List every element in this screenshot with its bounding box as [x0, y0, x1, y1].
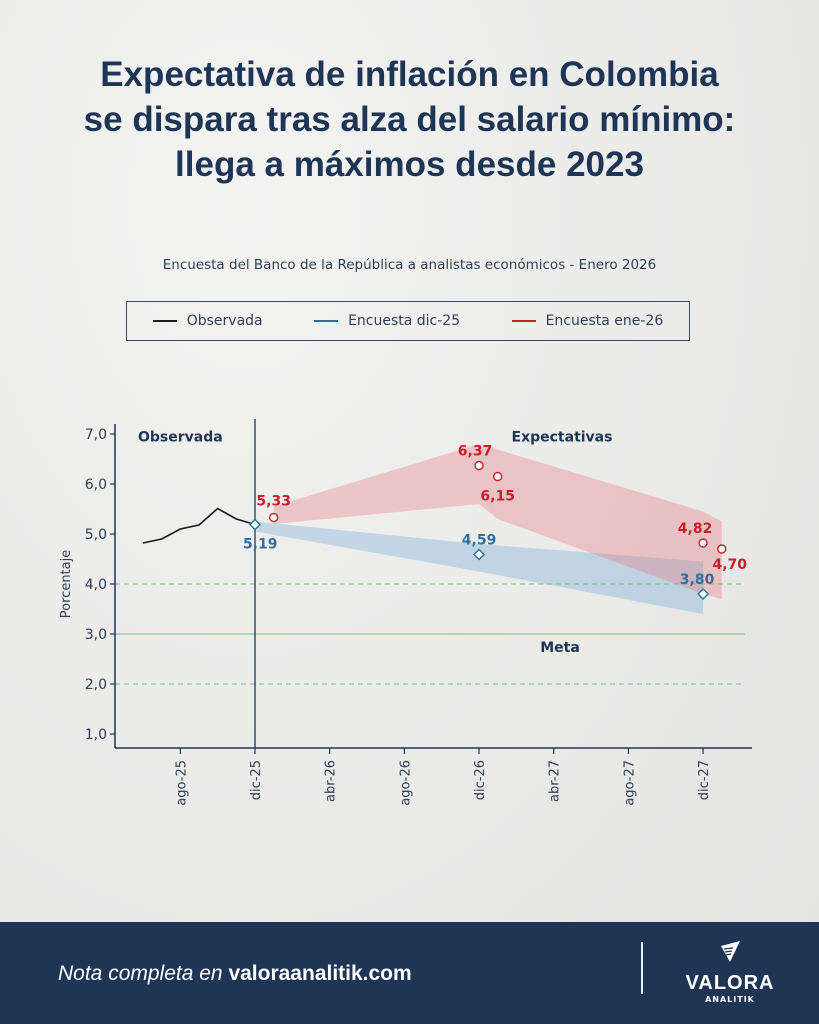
legend-swatch: [314, 320, 339, 322]
y-tick-label: 5,0: [85, 527, 107, 543]
point-dic25: [473, 548, 486, 561]
point-dic25: [249, 518, 261, 531]
brand-name: VALORA: [685, 972, 775, 994]
title-line: se dispara tras alza del salario mínimo:: [83, 100, 736, 139]
chart-legend: Observada Encuesta dic-25 Encuesta ene-2…: [126, 301, 690, 341]
band-ene26: [273, 444, 722, 599]
point-dic25: [697, 588, 710, 600]
x-tick-label: abr-26: [324, 760, 339, 802]
footer-divider: [641, 942, 643, 994]
y-tick-label: 2,0: [85, 677, 107, 693]
y-tick-label: 7,0: [85, 427, 107, 443]
y-tick-label: 6,0: [85, 477, 107, 493]
legend-item-dic25: Encuesta dic-25: [314, 313, 460, 329]
x-tick-label: ago-25: [174, 760, 189, 806]
legend-label: Encuesta ene-26: [545, 313, 664, 329]
annotation-meta: Meta: [540, 640, 580, 656]
point-ene26: [268, 512, 279, 523]
point-ene26: [698, 538, 708, 548]
valora-logo: VALORA ANALITIK: [680, 940, 780, 1004]
logo-icon: [721, 941, 740, 962]
inflation-chart: 1,0 2,0 3,0 4,0 5,0 6,0 7,0 ago-25 dic-25 abr-26 a…: [59, 419, 752, 806]
x-tick-label: abr-27: [548, 760, 563, 802]
y-tick-label: 4,0: [85, 577, 107, 593]
title-line: Expectativa de inflación en Colombia: [100, 55, 719, 94]
legend-item-observada: Observada: [152, 313, 263, 329]
footer-note: Nota completa en valoraanalitik.com: [58, 962, 412, 986]
x-tick-label: dic-27: [697, 760, 712, 800]
data-label-ene26: 4,82: [678, 521, 713, 537]
legend-label: Observada: [186, 313, 263, 329]
annotation-expectativas: Expectativas: [512, 430, 613, 446]
title-line: llega a máximos desde 2023: [175, 145, 644, 184]
x-tick-label: ago-27: [622, 760, 637, 806]
legend-label: Encuesta dic-25: [348, 313, 461, 329]
footer: Nota completa en valoraanalitik.com VALO…: [0, 922, 819, 1024]
page-title: Expectativa de inflación en Colombia se …: [0, 52, 819, 187]
point-ene26: [474, 460, 484, 471]
y-axis-label: Porcentaje: [59, 550, 74, 618]
x-tick-label: dic-26: [473, 760, 488, 800]
data-label-ene26: 5,33: [256, 494, 291, 510]
legend-swatch: [511, 320, 536, 322]
point-ene26: [717, 544, 727, 554]
data-label-dic25: 4,59: [462, 533, 497, 549]
legend-item-ene26: Encuesta ene-26: [511, 313, 664, 329]
footer-note-text: Nota completa en: [58, 962, 229, 985]
point-ene26: [493, 471, 503, 482]
data-label-ene26: 6,37: [458, 444, 493, 460]
x-tick-label: dic-25: [249, 760, 264, 800]
x-tick-label: ago-26: [398, 760, 413, 806]
chart-subtitle: Encuesta del Banco de la República a ana…: [162, 257, 657, 273]
annotation-observada: Observada: [138, 430, 223, 446]
observed-line: [142, 507, 256, 544]
data-label-ene26: 6,15: [480, 489, 515, 505]
brand-sub: ANALITIK: [705, 995, 755, 1004]
data-label-ene26: 4,70: [712, 557, 747, 573]
band-dic25: [255, 521, 704, 614]
data-label-dic25: 5,19: [243, 537, 278, 553]
legend-swatch: [152, 320, 177, 322]
data-label-dic25: 3,80: [680, 572, 715, 588]
y-tick-label: 3,0: [85, 627, 107, 643]
y-tick-label: 1,0: [85, 727, 107, 743]
footer-link[interactable]: valoraanalitik.com: [228, 962, 412, 985]
